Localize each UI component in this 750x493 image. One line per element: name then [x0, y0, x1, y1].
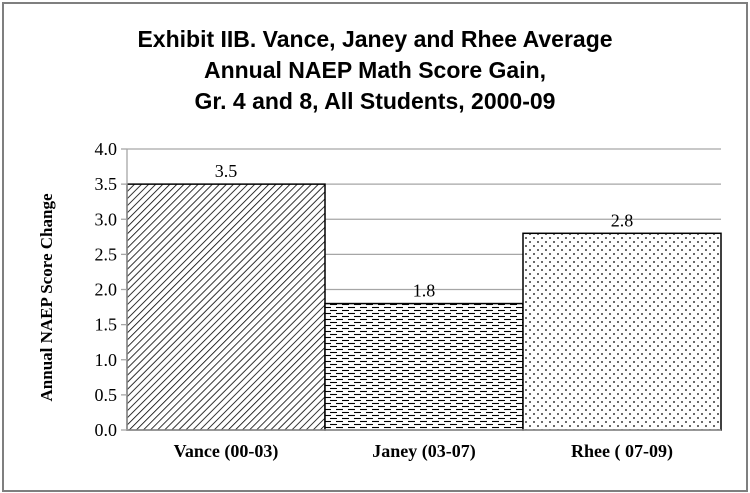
data-label: 2.8	[611, 210, 634, 230]
category-label: Janey (03-07)	[372, 441, 475, 462]
y-tick-label: 3.0	[95, 209, 118, 229]
y-tick-label: 1.0	[95, 350, 118, 370]
labels: 0.0 0.5 1.0 1.5 2.0 2.5 3.0 3.5 4.0 3.5 Vance (00-…	[37, 139, 673, 462]
y-tick-label: 0.0	[95, 420, 118, 440]
chart-title: Exhibit IIB. Vance, Janey and Rhee Avera…	[0, 24, 750, 117]
chart-title-line-3: Gr. 4 and 8, All Students, 2000-09	[194, 88, 556, 114]
category-label: Rhee ( 07-09)	[571, 441, 673, 462]
bar	[324, 302, 524, 431]
y-tick-label: 2.0	[95, 280, 118, 300]
data-label: 3.5	[215, 161, 238, 181]
y-tick-label: 4.0	[95, 139, 118, 159]
bars	[126, 183, 722, 431]
axes	[121, 148, 721, 431]
chart-title-line-1: Exhibit IIB. Vance, Janey and Rhee Avera…	[137, 26, 613, 52]
category-label: Vance (00-03)	[174, 441, 279, 462]
bar	[126, 183, 326, 431]
bar	[522, 232, 722, 431]
data-label: 1.8	[413, 281, 436, 301]
y-tick-label: 1.5	[95, 315, 118, 335]
y-tick-label: 0.5	[95, 385, 118, 405]
y-tick-label: 2.5	[95, 244, 118, 264]
y-axis-title: Annual NAEP Score Change	[37, 193, 56, 401]
chart-title-line-2: Annual NAEP Math Score Gain,	[203, 57, 547, 83]
y-tick-label: 3.5	[95, 174, 118, 194]
